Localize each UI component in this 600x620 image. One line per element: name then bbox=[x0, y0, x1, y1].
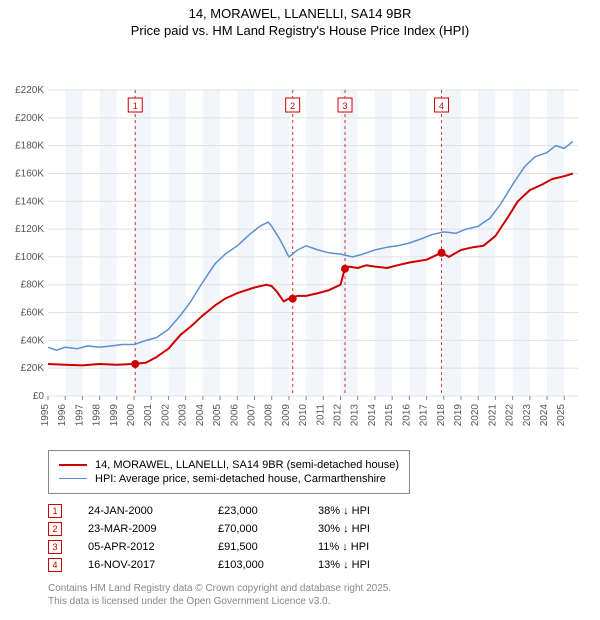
footer-attribution: Contains HM Land Registry data © Crown c… bbox=[48, 582, 600, 608]
svg-text:2005: 2005 bbox=[212, 403, 223, 426]
legend-label-hpi: HPI: Average price, semi-detached house,… bbox=[95, 473, 386, 485]
svg-text:3: 3 bbox=[342, 101, 347, 111]
txn-date: 05-APR-2012 bbox=[88, 541, 218, 553]
svg-text:£100K: £100K bbox=[15, 252, 44, 263]
line-chart-svg: £0 £20K £40K £60K £80K £100K £120K £140K £160K £1… bbox=[0, 44, 600, 440]
svg-text:2010: 2010 bbox=[298, 403, 309, 426]
svg-text:1996: 1996 bbox=[57, 403, 68, 426]
svg-text:2015: 2015 bbox=[384, 403, 395, 426]
svg-text:2002: 2002 bbox=[160, 403, 171, 426]
legend-swatch-hpi bbox=[59, 478, 87, 479]
svg-text:£40K: £40K bbox=[21, 335, 45, 346]
svg-text:2004: 2004 bbox=[195, 403, 206, 426]
svg-text:£20K: £20K bbox=[21, 363, 45, 374]
txn-price: £70,000 bbox=[218, 523, 318, 535]
svg-text:£140K: £140K bbox=[15, 196, 44, 207]
svg-text:£120K: £120K bbox=[15, 224, 44, 235]
legend-row: HPI: Average price, semi-detached house,… bbox=[59, 473, 399, 485]
marker-badge: 3 bbox=[48, 540, 62, 554]
svg-text:1995: 1995 bbox=[40, 403, 51, 426]
marker-badge: 4 bbox=[48, 558, 62, 572]
txn-diff: 11% ↓ HPI bbox=[318, 541, 428, 553]
title-subtitle: Price paid vs. HM Land Registry's House … bbox=[0, 23, 600, 40]
txn-date: 24-JAN-2000 bbox=[88, 505, 218, 517]
svg-text:2013: 2013 bbox=[350, 403, 361, 426]
svg-text:£200K: £200K bbox=[15, 113, 44, 124]
svg-text:1997: 1997 bbox=[74, 403, 85, 426]
transaction-table: 1 24-JAN-2000 £23,000 38% ↓ HPI 2 23-MAR… bbox=[48, 504, 600, 572]
chart-area: £0 £20K £40K £60K £80K £100K £120K £140K £160K £1… bbox=[0, 44, 600, 440]
svg-text:£180K: £180K bbox=[15, 140, 44, 151]
svg-text:1999: 1999 bbox=[109, 403, 120, 426]
svg-text:2018: 2018 bbox=[436, 403, 447, 426]
svg-text:£0: £0 bbox=[33, 391, 45, 402]
legend-label-price: 14, MORAWEL, LLANELLI, SA14 9BR (semi-de… bbox=[95, 459, 399, 471]
txn-diff: 13% ↓ HPI bbox=[318, 559, 428, 571]
svg-text:2008: 2008 bbox=[264, 403, 275, 426]
svg-text:2022: 2022 bbox=[505, 403, 516, 426]
svg-text:1: 1 bbox=[133, 101, 138, 111]
table-row: 3 05-APR-2012 £91,500 11% ↓ HPI bbox=[48, 540, 600, 554]
txn-diff: 38% ↓ HPI bbox=[318, 505, 428, 517]
title-address: 14, MORAWEL, LLANELLI, SA14 9BR bbox=[0, 6, 600, 23]
svg-text:2025: 2025 bbox=[556, 403, 567, 426]
svg-text:4: 4 bbox=[439, 101, 444, 111]
legend: 14, MORAWEL, LLANELLI, SA14 9BR (semi-de… bbox=[48, 450, 410, 494]
legend-swatch-price bbox=[59, 464, 87, 466]
svg-text:£80K: £80K bbox=[21, 280, 45, 291]
svg-text:2006: 2006 bbox=[229, 403, 240, 426]
table-row: 2 23-MAR-2009 £70,000 30% ↓ HPI bbox=[48, 522, 600, 536]
svg-text:2014: 2014 bbox=[367, 403, 378, 426]
svg-text:2021: 2021 bbox=[487, 403, 498, 426]
txn-date: 23-MAR-2009 bbox=[88, 523, 218, 535]
txn-price: £23,000 bbox=[218, 505, 318, 517]
marker-badge: 2 bbox=[48, 522, 62, 536]
svg-text:£160K: £160K bbox=[15, 168, 44, 179]
svg-text:2020: 2020 bbox=[470, 403, 481, 426]
svg-text:2017: 2017 bbox=[419, 403, 430, 426]
svg-text:2024: 2024 bbox=[539, 403, 550, 426]
svg-text:1998: 1998 bbox=[92, 403, 103, 426]
svg-text:2019: 2019 bbox=[453, 403, 464, 426]
txn-price: £91,500 bbox=[218, 541, 318, 553]
table-row: 4 16-NOV-2017 £103,000 13% ↓ HPI bbox=[48, 558, 600, 572]
marker-badge: 1 bbox=[48, 504, 62, 518]
svg-text:2009: 2009 bbox=[281, 403, 292, 426]
chart-title-block: 14, MORAWEL, LLANELLI, SA14 9BR Price pa… bbox=[0, 0, 600, 40]
svg-text:2012: 2012 bbox=[333, 403, 344, 426]
svg-text:2007: 2007 bbox=[246, 403, 257, 426]
svg-text:£60K: £60K bbox=[21, 307, 45, 318]
txn-date: 16-NOV-2017 bbox=[88, 559, 218, 571]
txn-diff: 30% ↓ HPI bbox=[318, 523, 428, 535]
table-row: 1 24-JAN-2000 £23,000 38% ↓ HPI bbox=[48, 504, 600, 518]
txn-price: £103,000 bbox=[218, 559, 318, 571]
footer-line2: This data is licensed under the Open Gov… bbox=[48, 595, 600, 608]
svg-text:2000: 2000 bbox=[126, 403, 137, 426]
svg-text:2016: 2016 bbox=[401, 403, 412, 426]
svg-text:2011: 2011 bbox=[315, 403, 326, 425]
svg-text:2023: 2023 bbox=[522, 403, 533, 426]
svg-text:2: 2 bbox=[290, 101, 295, 111]
svg-text:2003: 2003 bbox=[178, 403, 189, 426]
legend-row: 14, MORAWEL, LLANELLI, SA14 9BR (semi-de… bbox=[59, 459, 399, 471]
footer-line1: Contains HM Land Registry data © Crown c… bbox=[48, 582, 600, 595]
svg-text:£220K: £220K bbox=[15, 85, 44, 96]
svg-text:2001: 2001 bbox=[143, 403, 154, 426]
